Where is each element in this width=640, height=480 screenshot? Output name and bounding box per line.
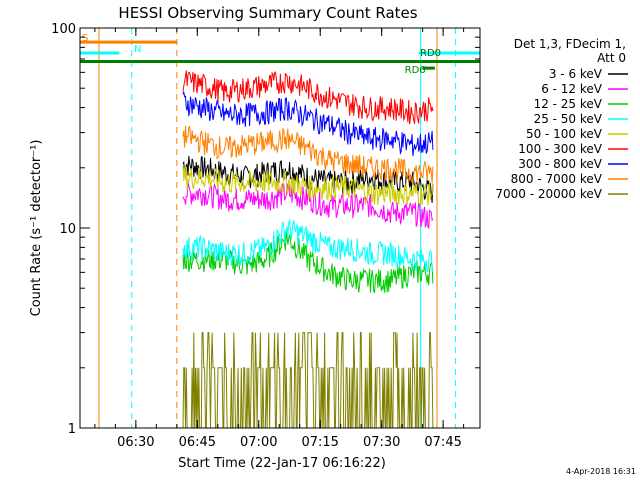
y-axis-ticks: 1 10 100: [51, 22, 480, 437]
legend-label-6: 300 - 800 keV: [518, 157, 602, 171]
legend-title-line1: Det 1,3, FDecim 1,: [514, 37, 626, 51]
series-line-5: [182, 70, 434, 125]
footer-timestamp: 4-Apr-2018 16:31: [566, 467, 636, 476]
legend-label-1: 6 - 12 keV: [541, 82, 603, 96]
x-tick-label-5: 07:45: [424, 435, 461, 450]
x-tick-label-0: 06:30: [117, 435, 154, 450]
x-tick-label-3: 07:15: [301, 435, 338, 450]
series-line-2: [182, 231, 434, 294]
x-tick-label-2: 07:00: [240, 435, 277, 450]
vertical-markers: [98, 28, 456, 428]
annotation-label-n: N: [134, 44, 141, 55]
legend-label-0: 3 - 6 keV: [549, 67, 603, 81]
x-axis-ticks: 06:30 06:45 07:00 07:15 07:30 07:45: [94, 28, 465, 450]
series-line-4: [182, 165, 434, 206]
legend-title-line2: Att 0: [597, 51, 626, 65]
series-line-1: [182, 181, 434, 229]
annotation-label-rd0: RD0: [420, 48, 441, 59]
x-tick-label-1: 06:45: [179, 435, 216, 450]
series-lines: [182, 70, 434, 429]
y-tick-label-2: 100: [51, 22, 76, 37]
series-line-8: [182, 332, 434, 429]
series-line-6: [182, 91, 434, 157]
legend-label-8: 7000 - 20000 keV: [495, 187, 602, 201]
legend-label-7: 800 - 7000 keV: [511, 172, 603, 186]
series-line-3: [182, 219, 434, 273]
y-tick-label-0: 1: [68, 422, 76, 437]
y-tick-label-1: 10: [59, 222, 76, 237]
annotation-label-s: S: [82, 33, 88, 44]
annotation-label-rd6: RD6: [405, 65, 426, 76]
x-tick-label-4: 07:30: [363, 435, 400, 450]
legend-label-3: 25 - 50 keV: [534, 112, 603, 126]
x-axis-label: Start Time (22-Jan-17 06:16:22): [178, 456, 386, 471]
chart-title: HESSI Observing Summary Count Rates: [118, 4, 417, 22]
y-axis-label: Count Rate (s⁻¹ detector⁻¹): [29, 140, 44, 317]
legend-label-2: 12 - 25 keV: [534, 97, 603, 111]
legend-label-4: 50 - 100 keV: [526, 127, 603, 141]
series-line-7: [182, 125, 434, 186]
legend-label-5: 100 - 300 keV: [518, 142, 602, 156]
annotations: S N RD0 RD6: [80, 33, 480, 76]
